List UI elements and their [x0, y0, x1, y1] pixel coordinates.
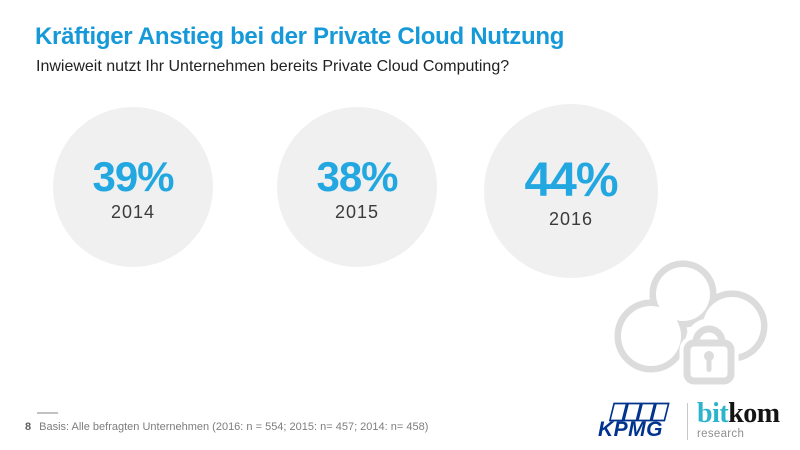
- page-title: Kräftiger Anstieg bei der Private Cloud …: [35, 23, 565, 50]
- bitkom-research-label: research: [697, 428, 745, 440]
- stat-circle-2016: 44% 2016: [484, 104, 658, 278]
- kpmg-logo: KPMG: [598, 402, 670, 440]
- stat-value-2016: 44%: [524, 153, 618, 207]
- basis-note-text: Basis: Alle befragten Unternehmen (2016:…: [39, 421, 429, 433]
- stat-year-2015: 2015: [334, 201, 380, 222]
- bitkom-word-kom: kom: [728, 398, 780, 429]
- stat-value-2014: 39%: [92, 152, 174, 200]
- stat-value-2015: 38%: [316, 152, 398, 200]
- bitkom-wordmark: bitkom: [697, 400, 780, 428]
- logo-divider: [687, 403, 688, 440]
- stat-year-2014: 2014: [110, 201, 156, 222]
- page-number: 8: [25, 421, 32, 433]
- kpmg-wordmark: KPMG: [598, 418, 663, 440]
- stat-year-2016: 2016: [548, 208, 594, 229]
- bitkom-word-bit: bit: [697, 398, 729, 429]
- basis-note: 8 Basis: Alle befragten Unternehmen (2016…: [25, 421, 428, 433]
- bitkom-logo: bitkom research: [697, 400, 780, 441]
- page-subtitle: Inwieweit nutzt Ihr Unternehmen bereits …: [36, 58, 510, 75]
- cloud-lock-icon: [614, 260, 768, 389]
- stat-circle-2015: 38% 2015: [277, 107, 437, 267]
- stat-circle-2014: 39% 2014: [53, 107, 213, 267]
- footer-rule: [37, 412, 58, 414]
